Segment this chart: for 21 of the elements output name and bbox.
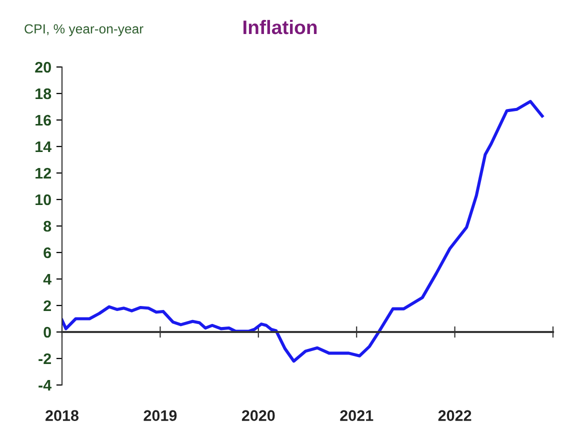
chart-title: Inflation: [244, 20, 317, 34]
y-tick-label: 4: [43, 274, 52, 285]
x-tick-label: 2022: [438, 410, 472, 421]
x-tick-label: 2019: [144, 410, 177, 421]
y-tick-label: 6: [44, 247, 52, 258]
x-tick-label: 2021: [340, 410, 374, 421]
y-tick-label: 20: [35, 62, 51, 73]
y-tick-label: 14: [36, 142, 52, 152]
y-tick-label: 8: [44, 220, 52, 232]
y-tick-label: 18: [36, 88, 52, 100]
y-tick-label: 16: [36, 114, 52, 126]
y-tick-label: 0: [44, 326, 51, 338]
x-tick-label: 2018: [46, 410, 79, 421]
y-tick-label: 12: [36, 168, 51, 179]
y-tick-label: -2: [38, 353, 51, 364]
y-axis-title: CPI, % year-on-year: [24, 24, 144, 36]
y-tick-label: 10: [36, 194, 51, 206]
y-tick-label: -4: [38, 380, 52, 391]
x-tick-label: 2020: [242, 410, 275, 421]
y-tick-label: 2: [44, 300, 51, 312]
line-series: [62, 100, 544, 363]
